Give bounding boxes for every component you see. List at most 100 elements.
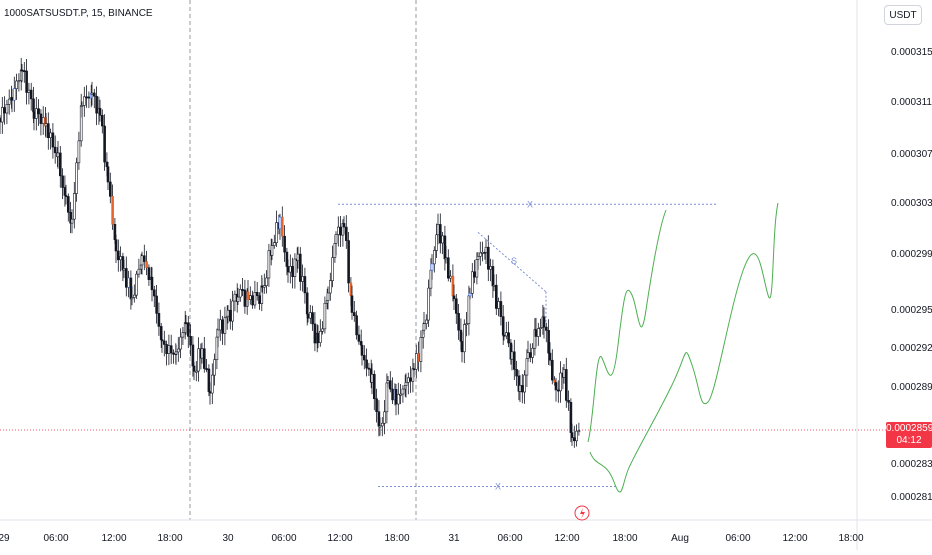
candle-body: [497, 301, 500, 309]
candle-body: [184, 322, 188, 325]
candle-body: [130, 297, 134, 300]
symbol-label[interactable]: 1000SATSUSDT.P, 15, BINANCE: [4, 8, 153, 19]
candle-body: [388, 380, 392, 390]
candle-body: [270, 245, 274, 256]
candle-body: [544, 326, 548, 331]
candle-body: [192, 365, 196, 372]
candle-body: [357, 334, 361, 342]
candle-body: [90, 92, 94, 95]
candle-body: [499, 301, 503, 317]
candle-body: [61, 175, 64, 188]
candle-body: [267, 250, 271, 279]
candle-body: [577, 430, 581, 433]
candle-body: [412, 368, 416, 371]
candle-body: [375, 398, 378, 412]
candle-body: [486, 246, 490, 270]
candle-body: [326, 292, 330, 301]
currency-badge[interactable]: USDT: [884, 5, 922, 25]
candle-body: [37, 108, 40, 115]
candle-body: [255, 291, 259, 297]
time-tick-label: 06:00: [497, 533, 522, 544]
candle-body: [111, 196, 114, 225]
candle-body: [362, 355, 366, 361]
candle-body: [56, 152, 60, 158]
candle-body: [181, 332, 185, 338]
candle-body: [143, 255, 146, 262]
time-tick-label: 18:00: [612, 533, 637, 544]
projection-path: [587, 209, 667, 443]
candle-body: [454, 298, 458, 314]
candle-body: [169, 345, 173, 354]
candle-body: [145, 261, 148, 268]
candle-body: [265, 277, 268, 286]
candle-body: [135, 273, 138, 296]
candle-body: [150, 276, 154, 291]
candle-body: [231, 300, 234, 322]
candle-body: [386, 380, 390, 384]
candle-body: [229, 309, 232, 322]
trendline: [477, 231, 547, 293]
candle-body: [417, 353, 420, 362]
candle-body: [208, 391, 212, 394]
candle-body: [367, 367, 371, 370]
candle-body: [246, 291, 250, 300]
candle-body: [200, 348, 204, 359]
candle-body: [494, 284, 498, 309]
candle-body: [140, 255, 144, 266]
candle-body: [172, 352, 175, 355]
candle-body: [197, 348, 200, 372]
candle-body: [313, 323, 317, 344]
candle-body: [147, 267, 151, 280]
candle-body: [195, 370, 198, 373]
candle-body: [467, 295, 471, 324]
candle-body: [203, 348, 206, 369]
candle-body: [365, 359, 368, 369]
candle-body: [556, 389, 560, 392]
candle-body: [473, 271, 476, 278]
candle-body: [531, 347, 534, 358]
candle-body: [109, 181, 112, 197]
candle-body: [27, 89, 31, 93]
candle-body: [548, 352, 552, 361]
candle-body: [137, 268, 141, 275]
candle-body: [468, 293, 472, 297]
countdown-timer: 04:12: [896, 435, 922, 446]
candle-body: [51, 132, 55, 148]
candle-body: [101, 114, 104, 127]
candle-body: [370, 373, 374, 383]
candle-body: [470, 271, 474, 294]
candle-body: [484, 246, 488, 253]
candle-body: [536, 328, 540, 337]
candle-body: [510, 351, 514, 360]
candle-body: [336, 226, 340, 235]
candle-body: [64, 195, 68, 197]
candle-body: [87, 96, 91, 99]
time-tick-label: 12:00: [782, 533, 807, 544]
time-tick-label: 29: [0, 533, 10, 544]
candle-body: [347, 240, 350, 284]
candle-body: [507, 332, 510, 344]
candle-body: [117, 250, 120, 261]
candle-body: [515, 369, 518, 377]
time-tick-label: 18:00: [838, 533, 863, 544]
candle-body: [526, 352, 530, 359]
candle-body: [520, 385, 524, 393]
projection-path: [589, 202, 779, 493]
candle-body: [153, 289, 156, 297]
candle-body: [436, 224, 440, 236]
candle-body: [504, 332, 508, 337]
candle-body: [10, 97, 14, 101]
candle-body: [432, 250, 436, 265]
candle-body: [114, 239, 118, 252]
candle-body: [7, 98, 11, 105]
candle-body: [446, 257, 450, 279]
candle-body: [554, 382, 558, 391]
candle-body: [278, 216, 282, 230]
